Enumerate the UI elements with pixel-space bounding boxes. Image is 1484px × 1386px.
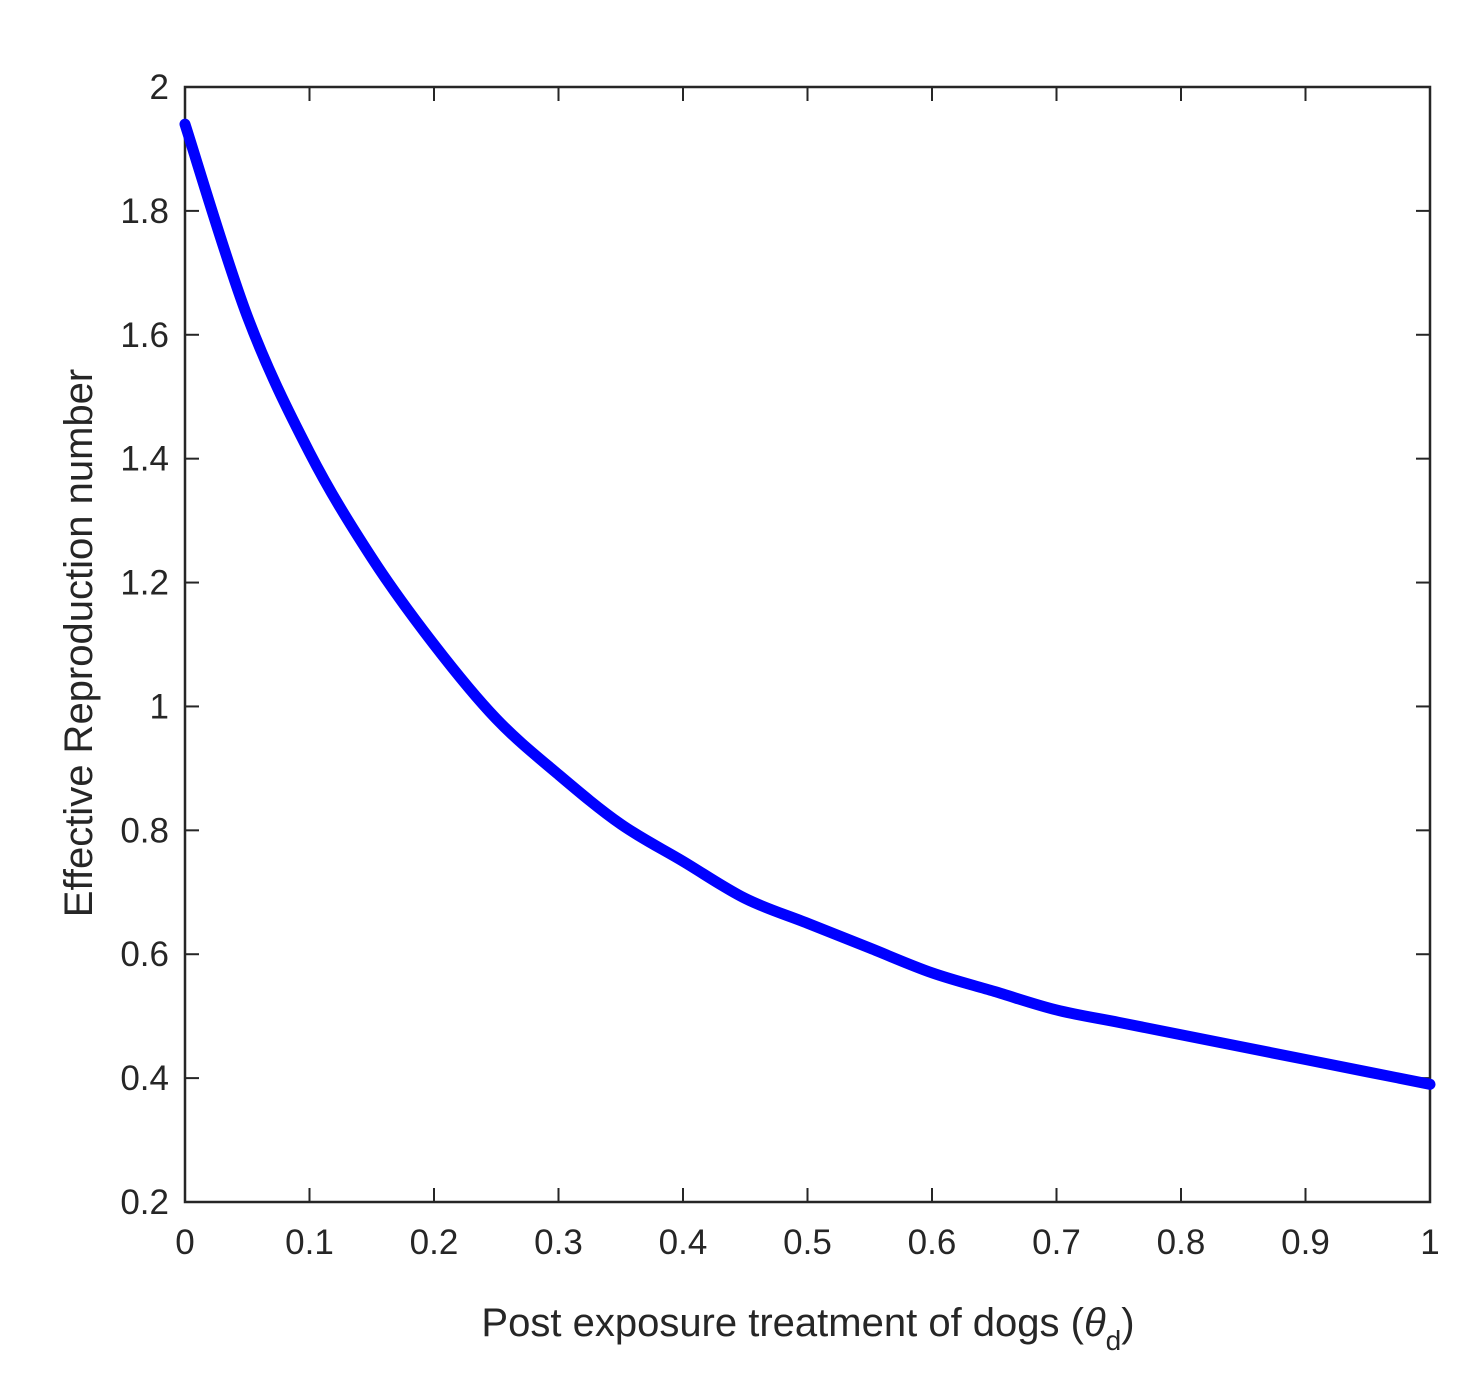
y-tick-label: 0.6 [120,935,169,974]
y-tick-label: 0.4 [120,1059,169,1098]
y-tick-label: 1.8 [120,192,169,231]
x-tick-label: 0 [175,1223,194,1262]
x-tick-label: 0.2 [410,1223,459,1262]
x-axis-label-main: Post exposure treatment of dogs ( [481,1301,1084,1345]
y-tick-label: 0.2 [120,1183,169,1222]
y-tick-label: 2 [150,68,169,107]
x-tick-label: 0.1 [285,1223,334,1262]
x-tick-label: 0.6 [908,1223,957,1262]
y-tick-label: 1.4 [120,440,169,479]
x-axis-label: Post exposure treatment of dogs (θd) [481,1301,1134,1356]
y-tick-label: 1 [150,687,169,726]
x-tick-label: 0.9 [1281,1223,1330,1262]
axis-ticks [184,86,1431,1203]
x-tick-label: 0.4 [659,1223,708,1262]
y-tick-label: 1.6 [120,316,169,355]
x-axis-label-close: ) [1121,1301,1134,1345]
x-tick-label: 0.5 [783,1223,832,1262]
x-tick-label: 1 [1420,1223,1439,1262]
y-tick-label: 1.2 [120,564,169,603]
y-tick-label: 0.8 [120,811,169,850]
x-tick-label: 0.8 [1157,1223,1206,1262]
plot-area [179,85,1436,1204]
series-line [179,118,1436,1090]
x-tick-label: 0.3 [534,1223,583,1262]
axes-box [183,85,1432,1204]
x-axis-label-subscript: d [1106,1325,1122,1356]
y-axis-label: Effective Reproduction number [57,369,101,917]
tick-labels: 0 0.1 0.2 0.3 0.4 0.5 0.6 0.7 0.8 0.9 1 0.2 0.4 0.6 0.… [120,68,1439,1262]
x-tick-label: 0.7 [1032,1223,1081,1262]
x-axis-label-symbol: θ [1084,1301,1106,1345]
